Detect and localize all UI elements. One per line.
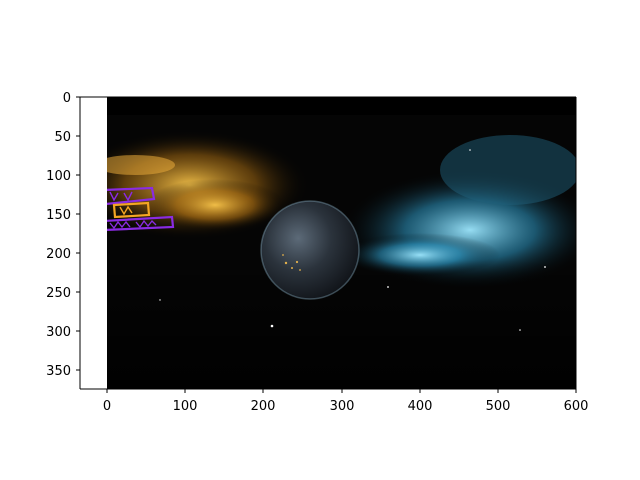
planet-city-lights xyxy=(282,254,301,271)
x-tick-label: 100 xyxy=(173,399,198,414)
space-image xyxy=(107,97,576,389)
planet-rim-light xyxy=(260,200,360,300)
y-tick-label: 200 xyxy=(46,247,71,262)
x-tick-label: 400 xyxy=(408,399,433,414)
y-tick-label: 150 xyxy=(46,208,71,223)
x-tick-label: 500 xyxy=(486,399,511,414)
y-tick-label: 350 xyxy=(46,364,71,379)
detection-box-2 xyxy=(112,201,151,219)
detection-overlay xyxy=(107,186,175,232)
planet xyxy=(261,201,359,299)
golden-nebula-core xyxy=(145,179,285,231)
x-tick-label: 300 xyxy=(330,399,355,414)
detection-box-1 xyxy=(107,186,156,206)
x-tick-label: 600 xyxy=(564,399,589,414)
stars xyxy=(159,149,546,331)
y-tick-label: 250 xyxy=(46,286,71,301)
image-top-white-strip xyxy=(107,97,576,115)
golden-streak xyxy=(107,155,175,175)
x-axis: 0 100 200 300 400 500 600 xyxy=(103,389,589,414)
blue-haze-top xyxy=(440,135,576,205)
x-tick-label: 200 xyxy=(251,399,276,414)
x-tick-label: 0 xyxy=(103,399,111,414)
y-axis: 0 50 100 150 200 250 300 350 xyxy=(46,91,80,379)
detection-glyph-marks xyxy=(109,191,157,230)
y-tick-label: 50 xyxy=(54,130,71,145)
y-tick-label: 300 xyxy=(46,325,71,340)
detection-box-3 xyxy=(107,215,175,232)
axes-frame xyxy=(79,96,577,390)
y-tick-label: 100 xyxy=(46,169,71,184)
y-tick-label: 0 xyxy=(63,91,71,106)
